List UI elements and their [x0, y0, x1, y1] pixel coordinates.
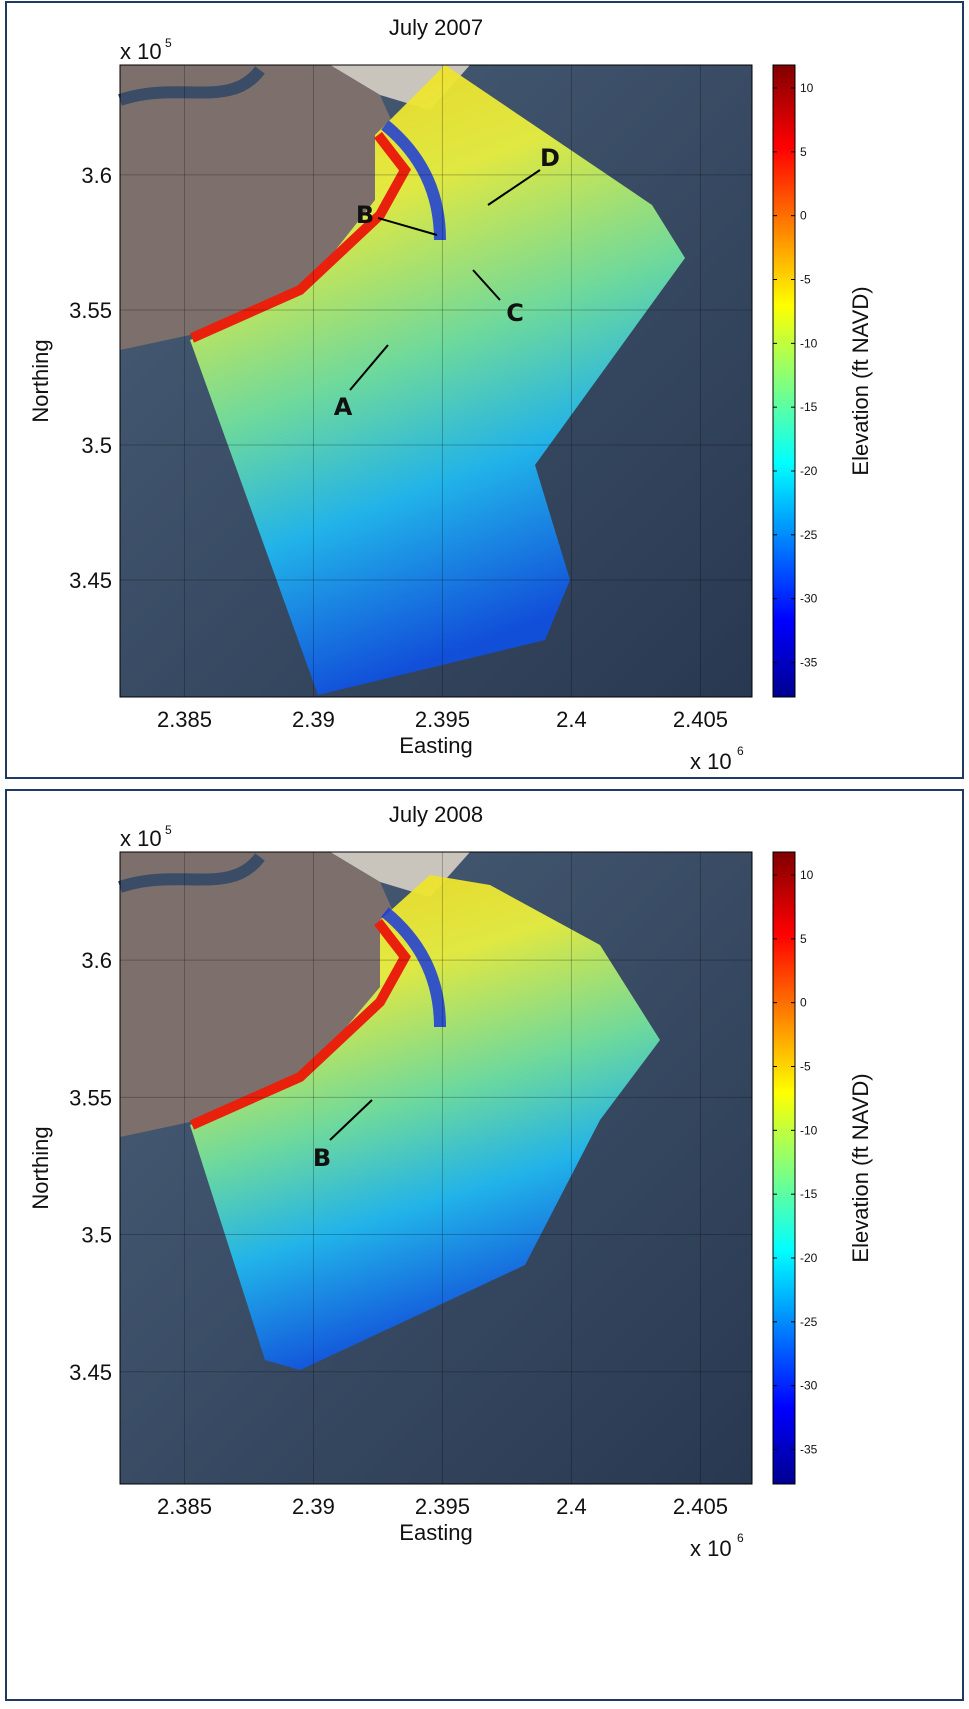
annotation: B — [313, 1144, 331, 1172]
x-tick-label: 2.4 — [556, 1494, 587, 1519]
colorbar-tick-label: -35 — [800, 1443, 818, 1457]
colorbar-tick-label: -35 — [800, 656, 818, 670]
y-label: Northing — [28, 1126, 53, 1209]
colorbar-tick-label: -5 — [800, 272, 811, 286]
x-label: Easting — [399, 1520, 472, 1545]
y-tick-label: 3.45 — [69, 568, 112, 593]
y-tick-label: 3.6 — [81, 163, 112, 188]
colorbar-tick-label: -20 — [800, 464, 818, 478]
colorbar-tick-label: 0 — [800, 996, 807, 1010]
colorbar-tick-label: -25 — [800, 1315, 818, 1329]
colorbar-tick-label: -15 — [800, 400, 818, 414]
colorbar-tick-label: 10 — [800, 868, 814, 882]
y-tick-label: 3.45 — [69, 1360, 112, 1385]
colorbar-tick-label: -15 — [800, 1187, 818, 1201]
y-tick-label: 3.6 — [81, 948, 112, 973]
colorbar — [773, 65, 795, 697]
colorbar-tick-label: 10 — [800, 81, 814, 95]
x-tick-label: 2.405 — [673, 1494, 728, 1519]
x-tick-label: 2.395 — [415, 1494, 470, 1519]
colorbar-label: Elevation (ft NAVD) — [848, 286, 873, 475]
x-tick-label: 2.395 — [415, 707, 470, 732]
y-label: Northing — [28, 339, 53, 422]
x-tick-label: 2.39 — [292, 707, 335, 732]
x-exponent-power: 6 — [737, 1531, 744, 1545]
annotation: B — [356, 201, 374, 229]
colorbar-tick-label: -10 — [800, 336, 818, 350]
annotation: A — [334, 393, 353, 421]
y-tick-label: 3.55 — [69, 298, 112, 323]
colorbar-tick-label: -20 — [800, 1251, 818, 1265]
figure: 2.3852.392.3952.42.4053.453.53.553.6ABCD… — [0, 0, 969, 1704]
y-tick-label: 3.5 — [81, 1223, 112, 1248]
colorbar-tick-label: 0 — [800, 209, 807, 223]
colorbar-tick-label: -30 — [800, 592, 818, 606]
colorbar-tick-label: -30 — [800, 1379, 818, 1393]
colorbar-tick-label: -10 — [800, 1123, 818, 1137]
x-tick-label: 2.4 — [556, 707, 587, 732]
colorbar-tick-label: -25 — [800, 528, 818, 542]
x-tick-label: 2.405 — [673, 707, 728, 732]
y-exponent-power: 5 — [165, 36, 172, 50]
annotation: C — [506, 299, 524, 327]
colorbar-tick-label: 5 — [800, 145, 807, 159]
y-exponent-base: x 10 — [120, 826, 162, 851]
colorbar — [773, 852, 795, 1484]
x-tick-label: 2.385 — [157, 707, 212, 732]
x-tick-label: 2.39 — [292, 1494, 335, 1519]
colorbar-tick-label: -5 — [800, 1059, 811, 1073]
y-exponent-power: 5 — [165, 823, 172, 837]
x-exponent-base: x 10 — [690, 1536, 732, 1561]
y-tick-label: 3.5 — [81, 433, 112, 458]
y-tick-label: 3.55 — [69, 1085, 112, 1110]
y-exponent-base: x 10 — [120, 39, 162, 64]
colorbar-tick-label: 5 — [800, 932, 807, 946]
annotation: D — [540, 144, 560, 172]
panel-title: July 2007 — [389, 15, 483, 40]
panel-title: July 2008 — [389, 802, 483, 827]
x-exponent-base: x 10 — [690, 749, 732, 774]
x-label: Easting — [399, 733, 472, 758]
x-exponent-power: 6 — [737, 744, 744, 758]
x-tick-label: 2.385 — [157, 1494, 212, 1519]
colorbar-label: Elevation (ft NAVD) — [848, 1073, 873, 1262]
